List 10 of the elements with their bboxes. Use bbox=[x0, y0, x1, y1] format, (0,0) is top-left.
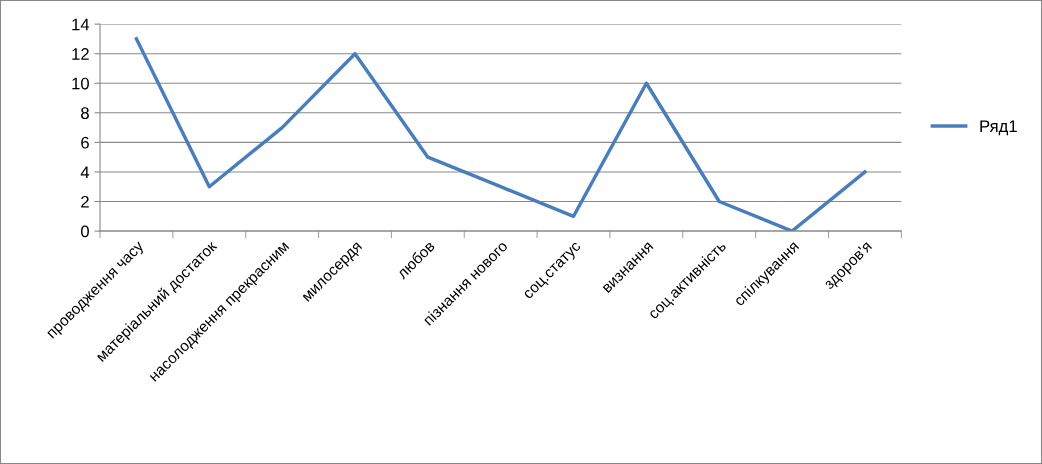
y-tick-label: 2 bbox=[81, 195, 89, 208]
y-tick-label: 10 bbox=[72, 77, 89, 90]
y-tick-label: 14 bbox=[72, 18, 90, 31]
line-series bbox=[134, 37, 867, 232]
y-tick-label: 4 bbox=[80, 166, 90, 178]
y-tick-label: 6 bbox=[81, 136, 89, 149]
y-tick-label: 8 bbox=[81, 107, 89, 120]
y-tick-label: 0 bbox=[81, 225, 89, 238]
legend-label: Ряд1 bbox=[980, 120, 1017, 136]
y-tick-label: 12 bbox=[72, 48, 89, 60]
